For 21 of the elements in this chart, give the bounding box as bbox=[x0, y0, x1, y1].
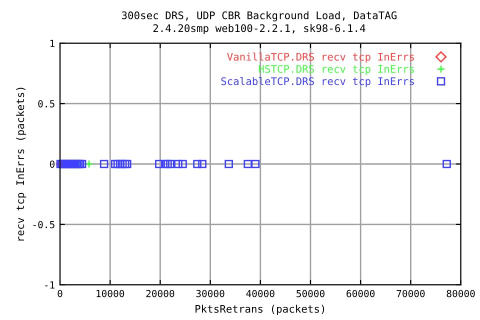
chart-title: 300sec DRS, UDP CBR Background Load, DataTAG bbox=[122, 11, 397, 22]
x-tick-label: 70000 bbox=[396, 290, 425, 298]
y-axis-title: recv tcp InErrs (packets) bbox=[16, 88, 26, 241]
legend-label: ScalableTCP.DRS recv tcp InErrs bbox=[221, 77, 414, 88]
y-tick-label: 0.5 bbox=[38, 100, 54, 108]
x-axis-title: PktsRetrans (packets) bbox=[196, 304, 324, 315]
legend-label: HSTCP.DRS recv tcp InErrs bbox=[258, 65, 414, 75]
x-tick-label: 80000 bbox=[446, 290, 475, 298]
x-tick-label: 0 bbox=[58, 290, 62, 298]
x-tick-label: 60000 bbox=[346, 290, 375, 298]
legend-label: VanillaTCP.DRS recv tcp InErrs bbox=[227, 52, 414, 63]
chart-subtitle: 2.4.20smp web100-2.2.1, sk98-6.1.4 bbox=[153, 24, 366, 34]
y-tick-label: 1 bbox=[50, 40, 54, 47]
y-tick-label: -1 bbox=[45, 281, 54, 289]
x-tick-label: 40000 bbox=[246, 290, 274, 298]
x-tick-label: 50000 bbox=[296, 290, 325, 298]
y-tick-label: -0.5 bbox=[33, 220, 54, 228]
y-tick-label: 0 bbox=[50, 160, 55, 168]
x-tick-label: 30000 bbox=[196, 290, 224, 298]
x-tick-label: 20000 bbox=[146, 290, 174, 298]
x-tick-label: 10000 bbox=[96, 290, 124, 298]
